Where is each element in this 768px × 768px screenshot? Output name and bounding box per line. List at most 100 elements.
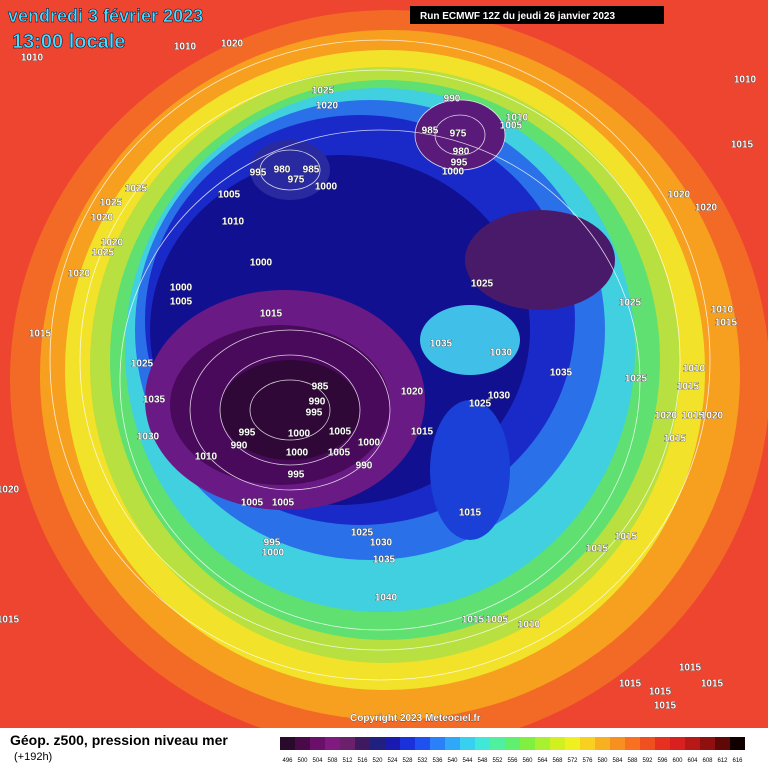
isobar-label: 1020 <box>68 269 91 280</box>
isobar-label: 995 <box>250 168 267 179</box>
isobar-label: 1020 <box>655 411 678 422</box>
scale-label: 524 <box>387 758 398 764</box>
scale-label: 608 <box>702 758 713 764</box>
date: vendredi 3 février 2023 <box>8 6 203 26</box>
scale-swatch <box>355 737 370 750</box>
isobar-label: 1025 <box>471 279 494 290</box>
isobar-label: 980 <box>274 165 291 176</box>
isobar-label: 1010 <box>174 42 197 53</box>
scale-swatch <box>595 737 610 750</box>
scale-swatch <box>490 737 505 750</box>
isobar-label: 1015 <box>411 427 434 438</box>
scale-label: 576 <box>582 758 593 764</box>
scale-label: 616 <box>732 758 743 764</box>
isobar-label: 1015 <box>586 544 609 555</box>
color-scale: 496 500 504 508 512 516 520 524 528 532 536 540 544 5… <box>280 737 745 764</box>
scale-label: 592 <box>642 758 653 764</box>
scale-label: 556 <box>507 758 518 764</box>
scale-label: 540 <box>447 758 458 764</box>
isobar-label: 1015 <box>462 615 485 626</box>
scale-swatch <box>505 737 520 750</box>
isobar-label: 1000 <box>250 258 273 269</box>
isobar-label: 980 <box>453 147 470 158</box>
isobar-label: 1020 <box>695 203 718 214</box>
scale-swatch <box>280 737 295 750</box>
scale-swatch <box>565 737 580 750</box>
scale-swatch <box>520 737 535 750</box>
isobar-label: 1015 <box>677 382 700 393</box>
scale-swatch <box>385 737 400 750</box>
isobar-label: 1015 <box>29 329 52 340</box>
isobar-label: 1010 <box>711 305 734 316</box>
isobar-label: 1000 <box>286 448 309 459</box>
isobar-label: 1020 <box>101 238 124 249</box>
isobar-label: 1015 <box>679 663 702 674</box>
scale-label: 604 <box>687 758 698 764</box>
isobar-label: 1005 <box>218 190 241 201</box>
map-background <box>0 0 768 728</box>
isobar-label: 1035 <box>550 368 573 379</box>
lead-time: (+192h) <box>14 751 52 763</box>
isobar-label: 1000 <box>262 548 285 559</box>
scale-swatch <box>430 737 445 750</box>
isobar-label: 1015 <box>260 309 283 320</box>
isobar-label: 985 <box>303 165 320 176</box>
scale-label: 520 <box>372 758 383 764</box>
copyright: Copyright 2023 Meteociel.fr <box>350 713 481 724</box>
scale-swatch <box>415 737 430 750</box>
isobar-label: 1015 <box>682 411 705 422</box>
isobar-label: 1020 <box>401 387 424 398</box>
scale-swatch <box>325 737 340 750</box>
isobar-label: 1005 <box>241 498 264 509</box>
isobar-label: 1025 <box>469 399 492 410</box>
scale-swatch <box>625 737 640 750</box>
isobar-label: 1010 <box>21 53 44 64</box>
scale-swatch <box>655 737 670 750</box>
isobar-label: 995 <box>264 538 281 549</box>
scale-swatch <box>460 737 475 750</box>
isobar-label: 1020 <box>701 411 724 422</box>
isobar-label: 990 <box>309 397 326 408</box>
scale-label: 568 <box>552 758 563 764</box>
isobar-label: 1000 <box>442 167 465 178</box>
isobar-label: 995 <box>306 408 323 419</box>
isobar-label: 1015 <box>615 532 638 543</box>
scale-label: 584 <box>612 758 623 764</box>
scale-swatch <box>400 737 415 750</box>
scale-swatch <box>685 737 700 750</box>
isobar-label: 1015 <box>715 318 738 329</box>
isobar-label: 1005 <box>329 427 352 438</box>
isobar-label: 1005 <box>500 121 523 132</box>
isobar-label: 1005 <box>170 297 193 308</box>
scale-swatch <box>550 737 565 750</box>
scale-label: 580 <box>597 758 608 764</box>
isobar-label: 1025 <box>312 86 335 97</box>
scale-swatch <box>640 737 655 750</box>
isobar-label: 1015 <box>654 701 677 712</box>
isobar-label: 975 <box>288 175 305 186</box>
isobar-label: 1000 <box>315 182 338 193</box>
scale-swatch <box>610 737 625 750</box>
scale-label: 532 <box>417 758 428 764</box>
scale-swatch <box>370 737 385 750</box>
isobar-label: 995 <box>288 470 305 481</box>
run: Run ECMWF 12Z du jeudi 26 janvier 2023 <box>420 11 615 22</box>
isobar-label: 1020 <box>316 101 339 112</box>
isobar-label: 995 <box>451 158 468 169</box>
scale-label: 508 <box>327 758 338 764</box>
isobar-label: 1020 <box>91 213 114 224</box>
isobar-label: 1010 <box>222 217 245 228</box>
scale-label: 544 <box>462 758 473 764</box>
isobar-label: 1030 <box>488 391 511 402</box>
scale-swatch <box>535 737 550 750</box>
scale-label: 536 <box>432 758 443 764</box>
isobar-label: 1030 <box>370 538 393 549</box>
isobar-label: 1025 <box>351 528 374 539</box>
isobar-label: 1020 <box>0 485 20 496</box>
isobar-label: 985 <box>422 126 439 137</box>
isobar-label: 1010 <box>195 452 218 463</box>
isobar-label: 990 <box>356 461 373 472</box>
isobar-label: 1010 <box>506 113 529 124</box>
isobar-label: 1000 <box>358 438 381 449</box>
